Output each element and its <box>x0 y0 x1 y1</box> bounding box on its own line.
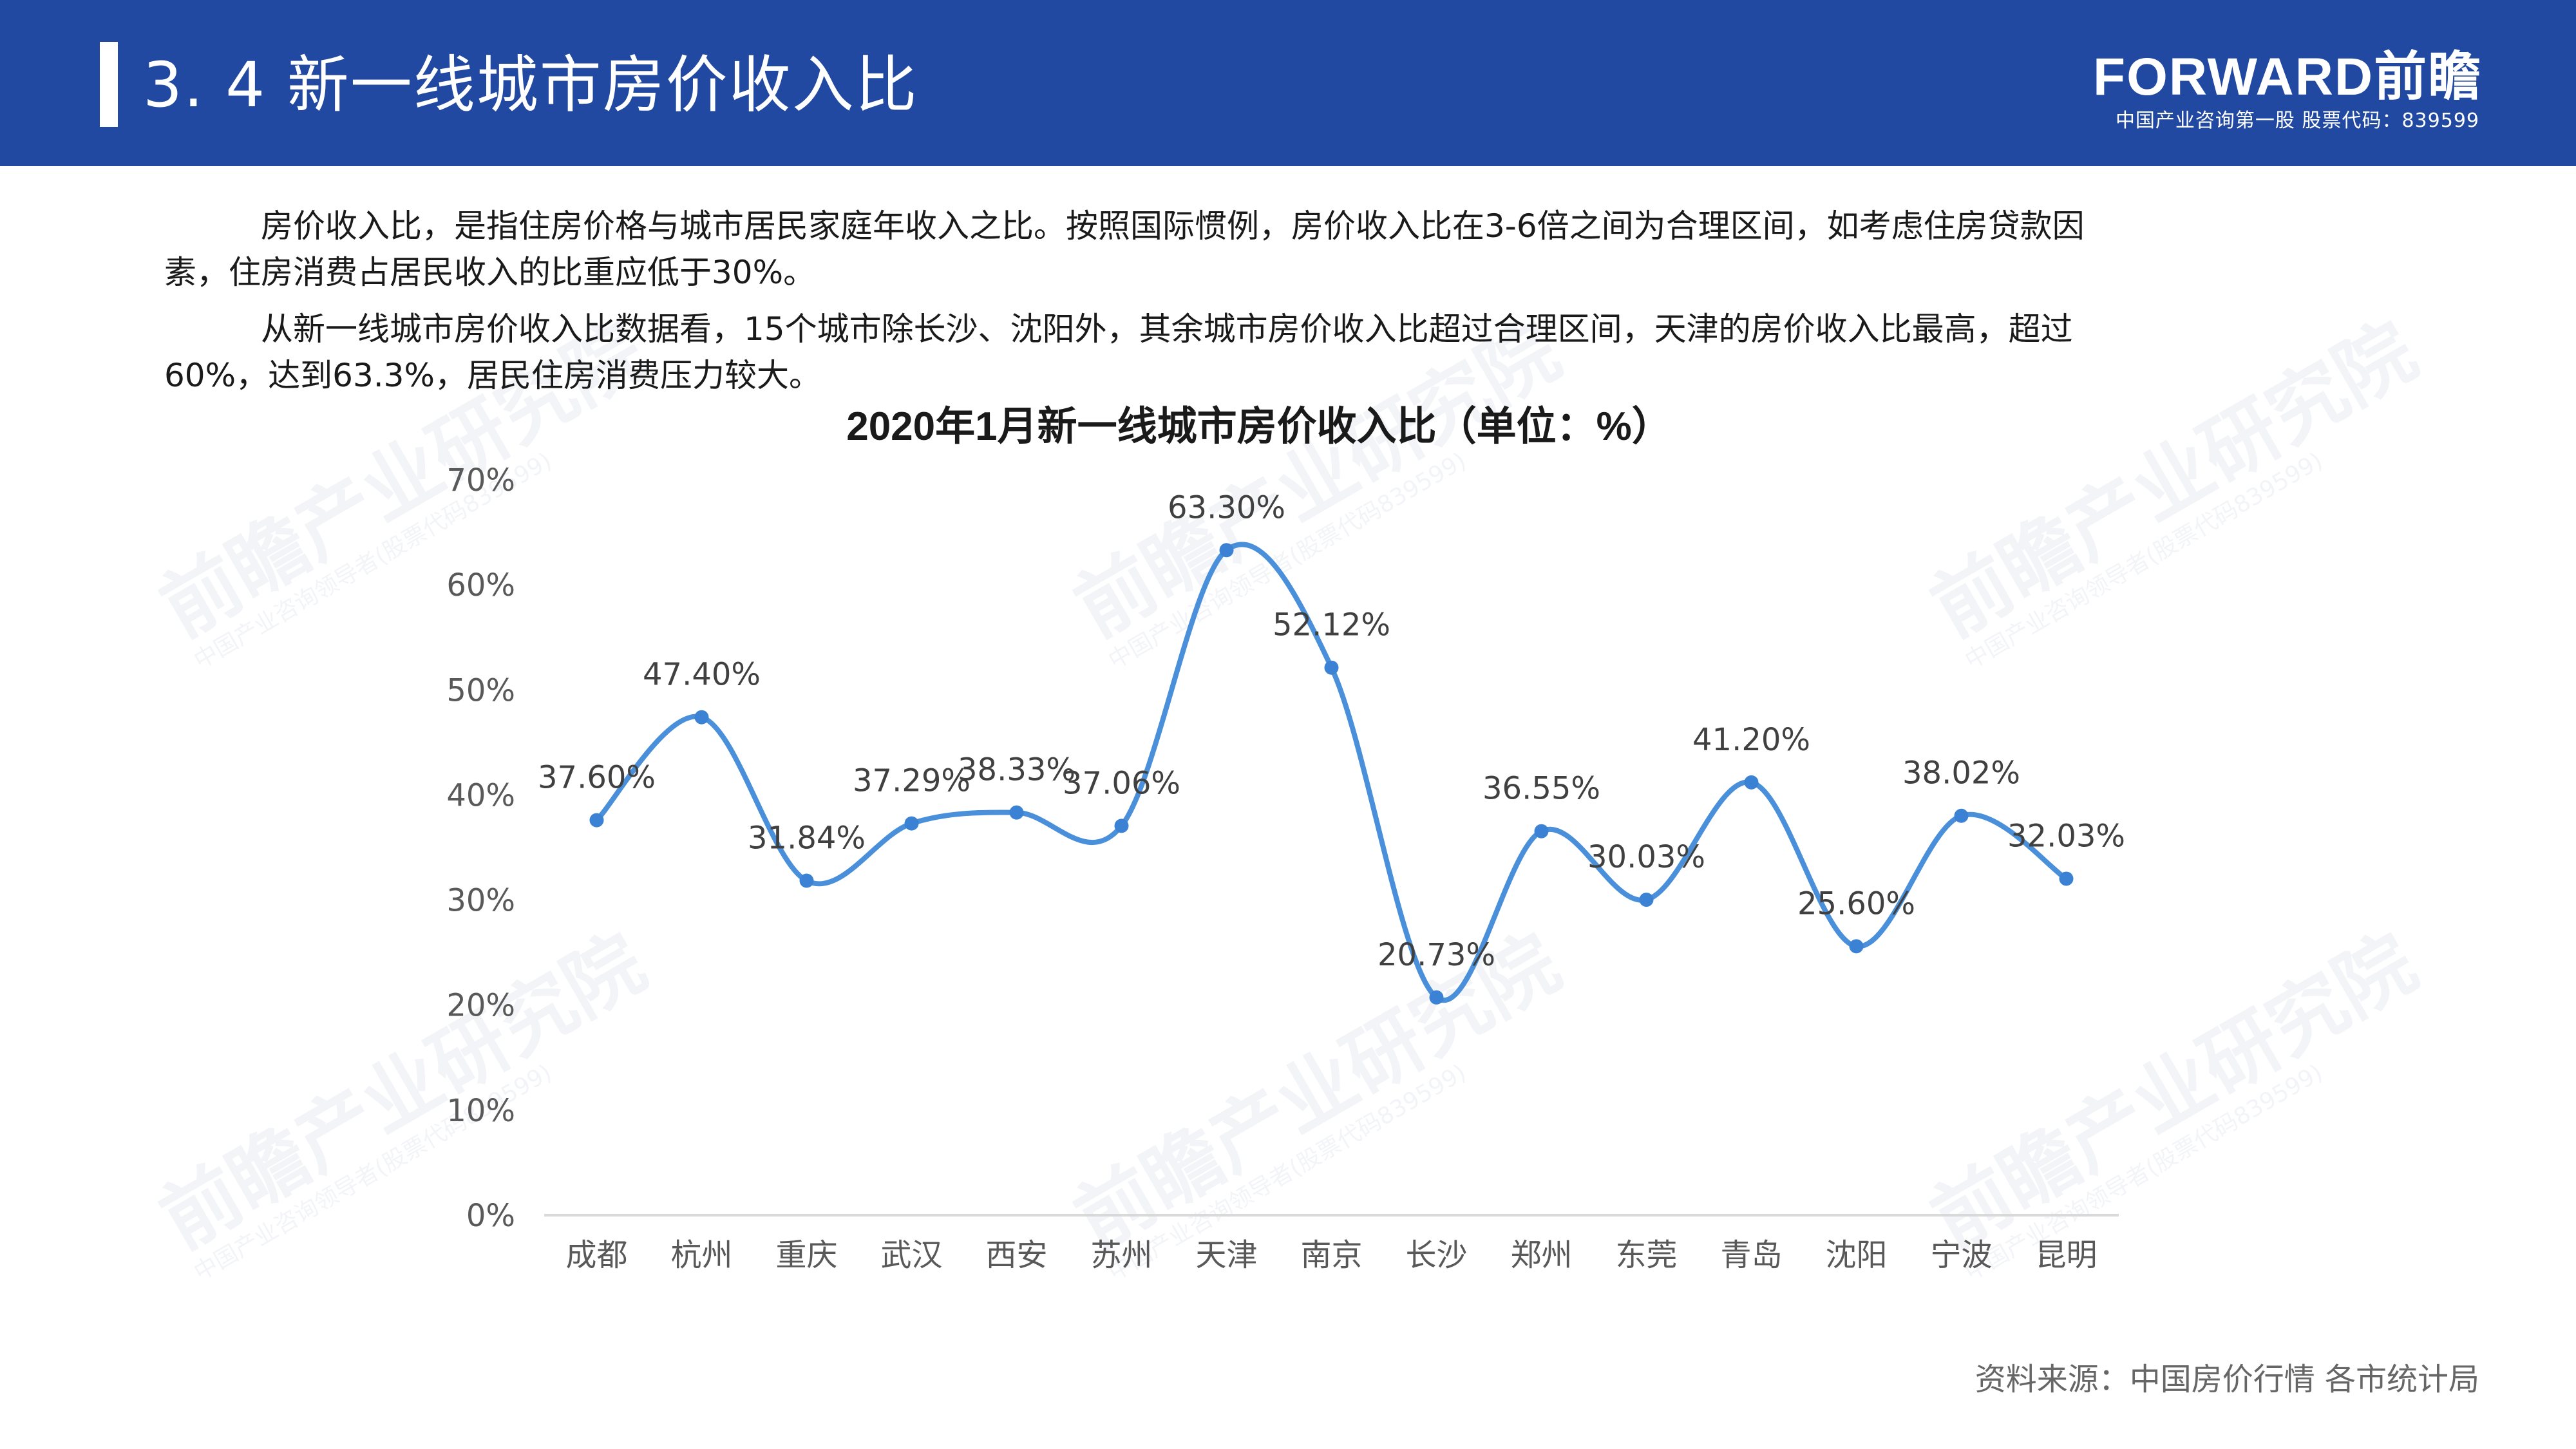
y-tick-label: 70% <box>446 462 515 498</box>
data-label: 37.06% <box>1063 765 1180 801</box>
data-labels: 37.60% 47.40% 31.84% 37.29%38.33%37.06% 63.3… <box>538 489 2125 972</box>
data-label: 36.55% <box>1482 771 1600 807</box>
y-tick-label: 40% <box>446 777 515 813</box>
header-accent-bar <box>100 42 118 127</box>
logo-subtitle: 中国产业咨询第一股 股票代码：839599 <box>2115 109 2479 132</box>
y-tick-label: 30% <box>446 883 515 919</box>
data-point <box>1009 805 1024 820</box>
x-tick-label: 南京 <box>1300 1237 1362 1273</box>
data-label: 63.30% <box>1168 489 1285 526</box>
x-tick-label: 苏州 <box>1090 1237 1152 1273</box>
x-tick-label: 成都 <box>565 1237 627 1273</box>
intro-paragraph-line: 房价收入比，是指住房价格与城市居民家庭年收入之比。按照国际惯例，房价收入比在3-… <box>261 207 2085 245</box>
data-label: 32.03% <box>2007 818 2125 854</box>
data-point <box>1639 893 1654 907</box>
data-label: 47.40% <box>643 657 761 693</box>
data-point <box>1954 808 1969 823</box>
data-point <box>2059 871 2074 886</box>
y-tick-label: 10% <box>446 1093 515 1129</box>
header-banner: 3. 4 新一线城市房价收入比 FORWARD前瞻 中国产业咨询第一股 股票代码… <box>0 0 2576 166</box>
series-line <box>594 542 2069 1003</box>
data-label: 37.60% <box>538 760 656 796</box>
data-point <box>904 816 919 831</box>
data-label: 20.73% <box>1378 937 1495 973</box>
logo-text: FORWARD前瞻 <box>2093 48 2483 106</box>
chart-title: 2020年1月新一线城市房价收入比（单位：%） <box>846 404 1672 449</box>
x-tick-label: 昆明 <box>2035 1237 2097 1273</box>
data-point <box>1744 775 1759 790</box>
data-label: 38.33% <box>958 752 1075 788</box>
source-note: 资料来源：中国房价行情 各市统计局 <box>1975 1361 2479 1397</box>
x-tick-label: 武汉 <box>880 1237 942 1273</box>
x-tick-label: 西安 <box>985 1237 1047 1273</box>
y-tick-label: 20% <box>446 988 515 1024</box>
data-label: 31.84% <box>748 820 866 857</box>
data-label: 38.02% <box>1902 755 2020 791</box>
intro-paragraph-line: 素，住房消费占居民收入的比重应低于30%。 <box>164 254 816 291</box>
data-label: 30.03% <box>1587 839 1705 875</box>
data-label: 52.12% <box>1273 607 1390 643</box>
intro-paragraph: 房价收入比，是指住房价格与城市居民家庭年收入之比。按照国际惯例，房价收入比在3-… <box>164 203 2392 296</box>
y-tick-label: 0% <box>466 1198 515 1234</box>
forward-logo: FORWARD前瞻 中国产业咨询第一股 股票代码：839599 <box>2093 46 2483 137</box>
data-point <box>1114 819 1129 833</box>
y-tick-label: 60% <box>446 567 515 603</box>
x-tick-label: 郑州 <box>1510 1237 1572 1273</box>
analysis-paragraph-line: 60%，达到63.3%，居民住房消费压力较大。 <box>164 357 821 394</box>
x-tick-label: 天津 <box>1195 1237 1257 1273</box>
x-tick-label: 长沙 <box>1405 1237 1467 1273</box>
data-point <box>1534 824 1549 838</box>
data-point <box>589 813 604 828</box>
x-axis: 成都 杭州 重庆 武汉 西安 苏州 天津 南京 长沙 郑州 东莞 青岛 沈阳 宁波 昆明 <box>565 1237 2097 1273</box>
data-point <box>694 710 709 724</box>
series-markers <box>589 543 2074 1005</box>
x-tick-label: 宁波 <box>1930 1237 1992 1273</box>
x-tick-label: 重庆 <box>775 1237 837 1273</box>
y-axis: 0% 10% 20% 30% 40% 50% 60% 70% <box>446 462 515 1234</box>
page-title: 3. 4 新一线城市房价收入比 <box>143 49 918 121</box>
data-point <box>799 873 814 888</box>
analysis-paragraph: 从新一线城市房价收入比数据看，15个城市除长沙、沈阳外，其余城市房价收入比超过合… <box>164 306 2392 399</box>
data-label: 37.29% <box>853 763 971 799</box>
data-point <box>1429 990 1444 1005</box>
x-tick-label: 沈阳 <box>1825 1237 1887 1273</box>
x-tick-label: 杭州 <box>670 1237 732 1273</box>
analysis-paragraph-line: 从新一线城市房价收入比数据看，15个城市除长沙、沈阳外，其余城市房价收入比超过合… <box>261 310 2073 348</box>
x-tick-label: 东莞 <box>1615 1237 1677 1273</box>
x-tick-label: 青岛 <box>1720 1237 1782 1273</box>
data-point <box>1324 660 1339 675</box>
data-point <box>1219 543 1234 558</box>
y-tick-label: 50% <box>446 672 515 708</box>
data-label: 25.60% <box>1797 886 1915 922</box>
data-label: 41.20% <box>1692 722 1810 758</box>
data-point <box>1849 939 1864 954</box>
